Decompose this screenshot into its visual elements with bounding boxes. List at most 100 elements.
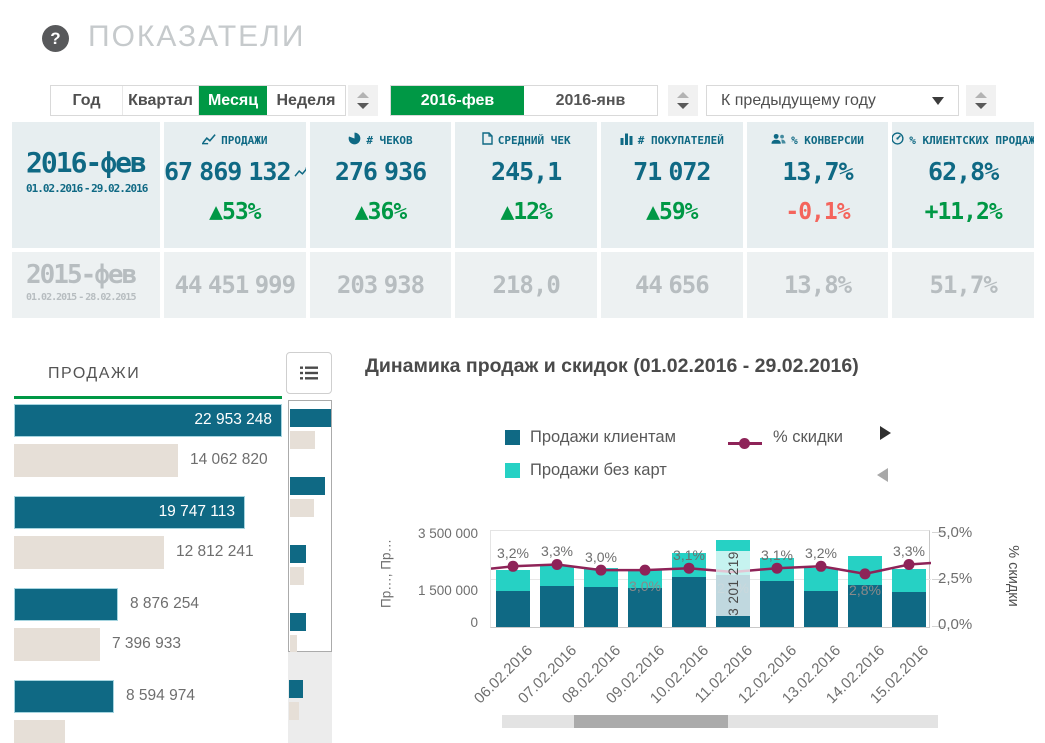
gauge-icon [892, 132, 904, 148]
minimap-offscreen[interactable] [288, 652, 332, 743]
tabs-spinner [348, 85, 378, 116]
kpi-period-label: 2015-фев [26, 260, 137, 290]
spinner-up-icon[interactable] [357, 92, 369, 98]
period-feb-button[interactable]: 2016-фев [391, 86, 524, 115]
kpi-value-text: 276 936 [334, 157, 427, 186]
x-axis-label: 06.02.2016 [470, 642, 537, 708]
kpi-prev-value-avg-check: 218,0 [492, 271, 561, 299]
title-underline [14, 396, 282, 399]
kpi-cell-prev-sales: 44 451 999 [164, 252, 306, 318]
stacked-bar-clients[interactable] [760, 581, 794, 627]
kpi-cell-checks: # ЧЕКОВ 276 936 ▲36% [309, 122, 452, 248]
kpi-prev-value-checks: 203 938 [336, 271, 425, 299]
dynamics-plot-area: 3,2%3,3%3,0%3,0%3,1%2,9%3,1%3,2%2,8%3,3%… [490, 530, 945, 628]
kpi-delta-sales: ▲53% [209, 199, 261, 225]
kpi-header-label: # ПОКУПАТЕЛЕЙ [637, 133, 724, 147]
discount-label: 3,3% [893, 543, 925, 560]
minimap-bar [290, 477, 325, 495]
chevron-down-icon [932, 97, 944, 105]
kpi-prev-value-conversion: 13,8% [783, 271, 852, 299]
x-axis-label: 08.02.2016 [558, 642, 625, 708]
kpi-delta-client-sales: +11,2% [924, 199, 1003, 225]
bar-value-label: 8 594 974 [126, 687, 195, 704]
sales-bar[interactable] [14, 536, 164, 569]
kpi-value-text: 62,8% [928, 157, 999, 186]
selected-bar-overlay [716, 551, 750, 616]
spinner-down-icon[interactable] [975, 103, 987, 109]
list-view-button[interactable] [286, 352, 332, 394]
spinner-down-icon[interactable] [357, 103, 369, 109]
bar-value-label: 12 812 241 [176, 543, 254, 560]
minimap-bar [290, 431, 315, 449]
stacked-bar-clients[interactable] [892, 592, 926, 627]
sales-bar[interactable] [14, 720, 65, 743]
kpi-cell-buyers: # ПОКУПАТЕЛЕЙ 71 072 ▲59% [601, 122, 743, 248]
gridline [491, 579, 931, 580]
sales-bar[interactable] [14, 444, 178, 477]
kpi-cell-period-previous: 2015-фев 01.02.2015 - 28.02.2015 [12, 252, 160, 318]
pie-chart-icon [348, 131, 361, 148]
bar-value-label: 22 953 248 [194, 411, 272, 428]
kpi-header-checks: # ЧЕКОВ [310, 131, 452, 148]
discount-label: 3,3% [541, 543, 573, 560]
sales-bar[interactable] [14, 588, 118, 621]
stacked-bar-clients[interactable] [848, 585, 882, 627]
dynamics-chart-panel: Динамика продаж и скидок (01.02.2016 - 2… [365, 352, 1045, 743]
comparison-dropdown[interactable]: К предыдущему году [706, 85, 959, 116]
minimap-bar [290, 499, 314, 517]
legend-prev-arrow-icon[interactable] [877, 468, 888, 482]
tab-week[interactable]: Неделя [276, 92, 336, 109]
x-axis-label: 15.02.2016 [866, 642, 933, 708]
sales-bar[interactable] [14, 628, 100, 661]
kpi-row-previous: 2015-фев 01.02.2015 - 28.02.2015 44 451 99… [12, 252, 1034, 318]
scroll-minimap[interactable] [288, 400, 332, 743]
legend-next-arrow-icon[interactable] [880, 426, 891, 440]
spinner-up-icon[interactable] [975, 92, 987, 98]
kpi-header-client-sales: % КЛИЕНТСКИХ ПРОДАЖ [892, 132, 1034, 148]
sparkline-icon [291, 157, 306, 186]
bar-value-label: 19 747 113 [158, 503, 235, 520]
kpi-prev-value-sales: 44 451 999 [174, 271, 296, 299]
x-scrollbar-thumb[interactable] [574, 715, 728, 728]
bar-value-label: 8 876 254 [130, 595, 199, 612]
stacked-bar-clients[interactable] [628, 588, 662, 627]
stacked-bar-clients[interactable] [804, 591, 838, 627]
axis-tick [932, 532, 945, 533]
x-axis-label: 11.02.2016 [691, 642, 757, 707]
x-scrollbar-track[interactable] [502, 715, 938, 728]
sales-chart-panel: ПРОДАЖИ 22 953 248 14 062 820 19 747 113 12… [12, 352, 345, 743]
spinner-down-icon[interactable] [677, 103, 689, 109]
sales-bar[interactable] [14, 680, 114, 713]
legend-swatch-sales-clients [505, 430, 520, 445]
kpi-header-sales: ПРОДАЖИ [164, 132, 306, 148]
kpi-header-avg-check: СРЕДНИЙ ЧЕК [455, 132, 597, 148]
bar-value-label: 14 062 820 [190, 451, 268, 468]
stacked-bar-clients[interactable] [672, 577, 706, 627]
minimap-bar [290, 545, 306, 563]
minimap-viewport[interactable] [288, 400, 332, 653]
legend-label: Продажи без карт [530, 461, 667, 479]
stacked-bar-clients[interactable] [540, 586, 574, 627]
stacked-bar-clients[interactable] [496, 591, 530, 627]
granularity-tabs: Год Квартал Месяц Неделя [50, 85, 346, 116]
kpi-value-text: 71 072 [633, 157, 711, 186]
period-jan-button[interactable]: 2016-янв [555, 92, 626, 109]
tab-year[interactable]: Год [51, 86, 123, 115]
sales-bar[interactable]: 22 953 248 [14, 404, 282, 437]
stacked-bar-clients[interactable] [584, 587, 618, 627]
discount-label: 3,2% [497, 545, 529, 562]
discount-label: 3,0% [585, 549, 617, 566]
sales-bar[interactable]: 19 747 113 [14, 496, 245, 529]
kpi-prev-value-buyers: 44 656 [634, 271, 710, 299]
x-axis-label: 14.02.2016 [822, 642, 889, 708]
kpi-delta-checks: ▲36% [354, 199, 407, 225]
kpi-value-conversion: 13,7% [747, 157, 889, 186]
spinner-up-icon[interactable] [677, 92, 689, 98]
tab-month[interactable]: Месяц [199, 86, 267, 115]
help-icon[interactable]: ? [42, 25, 69, 52]
kpi-cell-prev-avg-check: 218,0 [455, 252, 597, 318]
tab-quarter[interactable]: Квартал [123, 86, 199, 115]
kpi-cell-prev-client-sales: 51,7% [892, 252, 1034, 318]
kpi-cell-prev-conversion: 13,8% [746, 252, 889, 318]
legend-line-marker-icon [728, 436, 762, 451]
